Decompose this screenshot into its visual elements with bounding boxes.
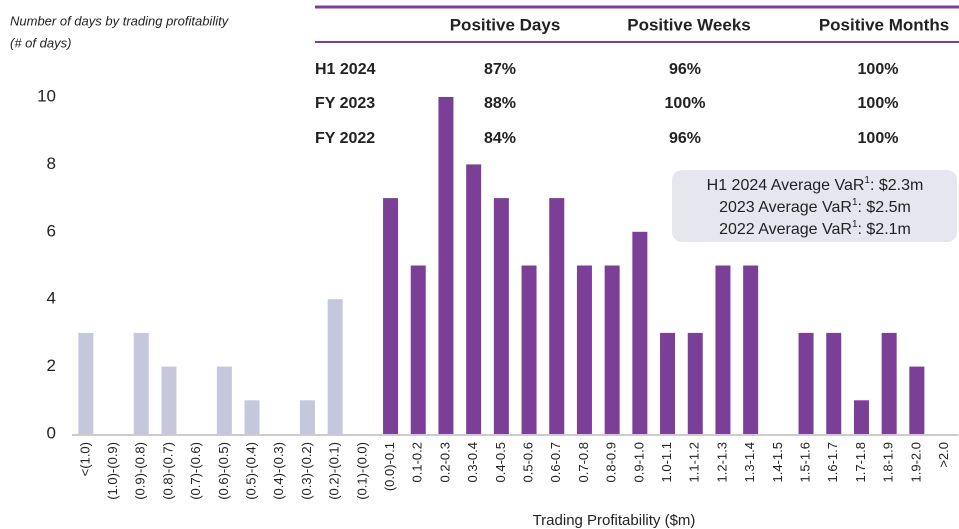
footnote-mark: 1 bbox=[852, 219, 858, 230]
var-box bbox=[672, 170, 957, 242]
var-label: 2022 Average VaR bbox=[719, 221, 852, 238]
var-value: : $2.1m bbox=[858, 221, 911, 238]
row-label: FY 2022 bbox=[315, 130, 375, 147]
bar bbox=[632, 231, 648, 434]
bar bbox=[244, 400, 260, 434]
bar bbox=[853, 400, 869, 434]
x-axis-label: Trading Profitability ($m) bbox=[533, 512, 696, 529]
x-tick-label: <(1.0) bbox=[77, 442, 92, 476]
x-tick-label: 1.8-1.9 bbox=[881, 442, 896, 482]
bar bbox=[826, 332, 842, 434]
bar bbox=[687, 332, 703, 434]
x-tick-label: 1.0-1.1 bbox=[659, 442, 674, 482]
x-tick-label: 1.7-1.8 bbox=[853, 442, 868, 482]
x-tick-label: 1.1-1.2 bbox=[687, 442, 702, 482]
x-tick-label: (0.6)-(0.5) bbox=[216, 442, 231, 500]
x-tick-label: (1.0)-(0.9) bbox=[105, 442, 120, 500]
table-cell: 96% bbox=[669, 61, 701, 78]
column-header: Positive Days bbox=[450, 15, 561, 34]
bar bbox=[660, 332, 676, 434]
x-tick-label: (0.7)-(0.6) bbox=[188, 442, 203, 500]
bar bbox=[493, 198, 509, 434]
bar bbox=[715, 265, 731, 434]
x-tick-label: (0.0)-0.1 bbox=[382, 442, 397, 491]
x-tick-label: 0.6-0.7 bbox=[548, 442, 563, 482]
x-tick-label: (0.3)-(0.2) bbox=[299, 442, 314, 500]
bar bbox=[743, 265, 759, 434]
x-tick-label: 0.1-0.2 bbox=[410, 442, 425, 482]
x-tick-label: 0.2-0.3 bbox=[437, 442, 452, 482]
x-tick-label: 1.2-1.3 bbox=[714, 442, 729, 482]
var-value: : $2.5m bbox=[858, 199, 911, 216]
table-cell: 100% bbox=[858, 95, 899, 112]
bar bbox=[438, 97, 454, 434]
x-tick-label: 0.7-0.8 bbox=[576, 442, 591, 482]
row-label: FY 2023 bbox=[315, 95, 375, 112]
bar bbox=[604, 265, 620, 434]
x-tick-label: 0.5-0.6 bbox=[520, 442, 535, 482]
chart-subtitle: (# of days) bbox=[10, 35, 71, 50]
x-tick-label: 0.3-0.4 bbox=[465, 442, 480, 482]
chart-title: Number of days by trading profitability bbox=[10, 13, 230, 28]
bar bbox=[327, 299, 343, 434]
x-tick-label: 1.4-1.5 bbox=[770, 442, 785, 482]
var-label: 2023 Average VaR bbox=[719, 199, 852, 216]
bar bbox=[521, 265, 537, 434]
bar bbox=[383, 198, 399, 434]
row-label: H1 2024 bbox=[315, 61, 376, 78]
x-tick-label: (0.8)-(0.7) bbox=[160, 442, 175, 500]
y-tick-label: 4 bbox=[47, 289, 56, 308]
y-tick-label: 10 bbox=[37, 86, 56, 105]
x-tick-label: 1.6-1.7 bbox=[825, 442, 840, 482]
bar bbox=[216, 366, 232, 434]
x-tick-label: (0.5)-(0.4) bbox=[243, 442, 258, 500]
x-tick-label: 0.8-0.9 bbox=[604, 442, 619, 482]
table-cell: 100% bbox=[858, 130, 899, 147]
bar bbox=[133, 332, 149, 434]
x-tick-label: 1.3-1.4 bbox=[742, 442, 757, 482]
x-tick-label: >2.0 bbox=[936, 442, 951, 468]
table-cell: 100% bbox=[858, 61, 899, 78]
column-header: Positive Weeks bbox=[627, 15, 750, 34]
bar bbox=[410, 265, 426, 434]
table-cell: 88% bbox=[484, 95, 516, 112]
bar bbox=[881, 332, 897, 434]
bar bbox=[576, 265, 592, 434]
var-label: H1 2024 Average VaR bbox=[707, 177, 865, 194]
x-tick-label: (0.4)-(0.3) bbox=[271, 442, 286, 500]
var-value: : $2.3m bbox=[870, 177, 923, 194]
bar bbox=[909, 366, 925, 434]
y-tick-label: 0 bbox=[47, 423, 56, 442]
column-header: Positive Months bbox=[819, 15, 949, 34]
x-tick-label: (0.9)-(0.8) bbox=[133, 442, 148, 500]
x-tick-label: 1.9-2.0 bbox=[908, 442, 923, 482]
bar bbox=[549, 198, 565, 434]
y-tick-label: 6 bbox=[47, 221, 56, 240]
footnote-mark: 1 bbox=[852, 197, 858, 208]
x-tick-label: 1.5-1.6 bbox=[797, 442, 812, 482]
x-tick-label: (0.2)-(0.1) bbox=[327, 442, 342, 500]
var-note: 2023 Average VaR1: $2.5m bbox=[719, 197, 911, 217]
bar bbox=[798, 332, 814, 434]
bar bbox=[466, 164, 482, 434]
table-cell: 96% bbox=[669, 130, 701, 147]
table-cell: 87% bbox=[484, 61, 516, 78]
bar bbox=[161, 366, 177, 434]
x-tick-label: (0.1)-(0.0) bbox=[354, 442, 369, 500]
table-cell: 100% bbox=[665, 95, 706, 112]
x-tick-label: 0.4-0.5 bbox=[493, 442, 508, 482]
table-cell: 84% bbox=[484, 130, 516, 147]
y-tick-label: 2 bbox=[47, 356, 56, 375]
bar bbox=[299, 400, 315, 434]
y-tick-label: 8 bbox=[47, 154, 56, 173]
footnote-mark: 1 bbox=[864, 175, 870, 186]
var-note: H1 2024 Average VaR1: $2.3m bbox=[707, 175, 924, 195]
x-tick-label: 0.9-1.0 bbox=[631, 442, 646, 482]
var-note: 2022 Average VaR1: $2.1m bbox=[719, 219, 911, 239]
bar bbox=[78, 332, 94, 434]
